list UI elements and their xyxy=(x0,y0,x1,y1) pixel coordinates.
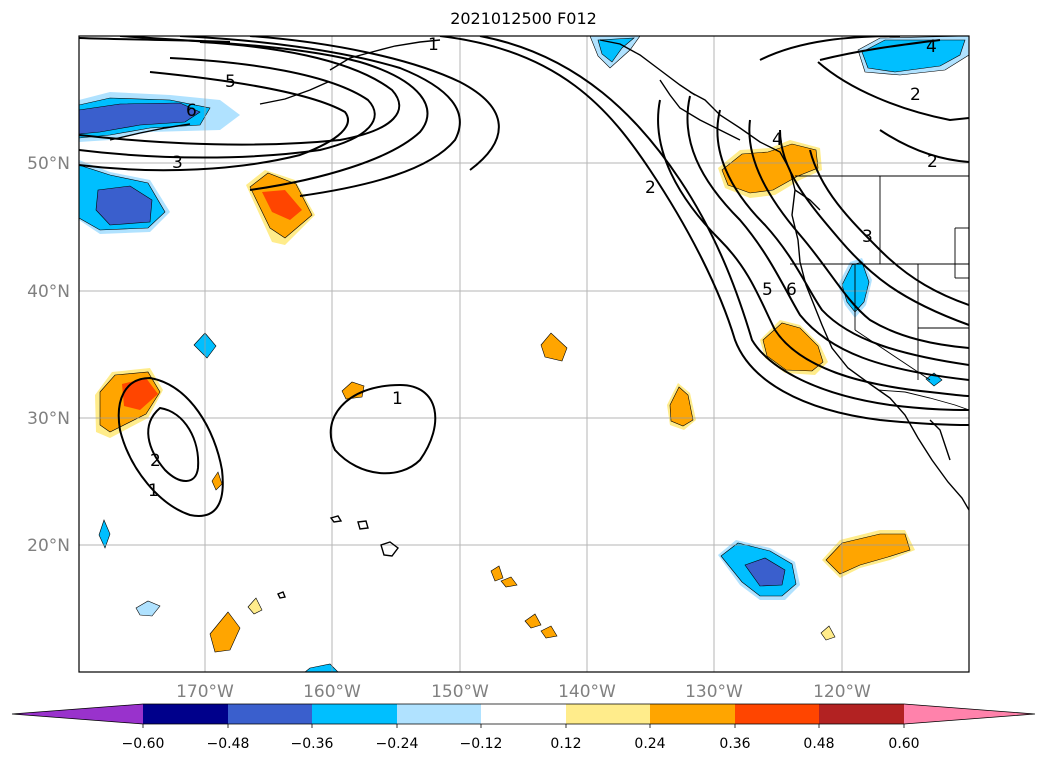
colorbar-tick-label: 0.24 xyxy=(634,736,665,752)
lat-label: 30°N xyxy=(27,409,70,429)
colorbar-segment xyxy=(566,704,650,724)
colorbar-segment xyxy=(397,704,481,724)
contour-label: 2 xyxy=(150,451,161,471)
colorbar-tick-label: 0.48 xyxy=(803,736,834,752)
positive-area xyxy=(262,190,302,220)
contour-label: 6 xyxy=(186,101,197,121)
colorbar-segment xyxy=(228,704,312,724)
positive-area xyxy=(540,625,558,639)
contour-label: 6 xyxy=(786,280,797,300)
colorbar-tick-label: 0.36 xyxy=(719,736,750,752)
lon-label: 130°W xyxy=(685,682,743,702)
positive-area xyxy=(721,143,819,194)
lon-label: 150°W xyxy=(431,682,489,702)
contour-label: 4 xyxy=(926,37,937,57)
positive-area xyxy=(540,332,568,362)
negative-area xyxy=(95,185,153,226)
contour-label: 3 xyxy=(862,227,873,247)
lon-label: 170°W xyxy=(176,682,234,702)
colorbar-tick-label: −0.24 xyxy=(376,736,419,752)
positive-area xyxy=(820,625,836,641)
contour-label: 1 xyxy=(392,389,403,409)
negative-area xyxy=(597,37,635,63)
colorbar-segment xyxy=(904,704,1035,724)
colorbar: −0.60 −0.48 −0.36 −0.24 −0.12 0.12 0.24 … xyxy=(11,703,1036,752)
shaded-fields xyxy=(79,36,969,672)
colorbar-segment xyxy=(735,704,819,724)
contour-label: 5 xyxy=(225,72,236,92)
map-area: 5 6 3 4 2 1 2 3 5 6 1 2 1 4 2 xyxy=(79,35,969,672)
negative-area xyxy=(744,557,786,587)
contour-label: 1 xyxy=(428,35,439,55)
positive-area xyxy=(209,611,241,653)
contour-label: 3 xyxy=(172,153,183,173)
longitude-labels: 170°W 160°W 150°W 140°W 130°W 120°W xyxy=(176,682,871,702)
map-title: 2021012500 F012 xyxy=(450,9,597,28)
contour-label-group: 5 6 3 4 2 1 2 3 5 6 1 2 1 4 2 xyxy=(148,35,938,501)
contour-label: 2 xyxy=(645,178,656,198)
latitude-labels: 50°N 40°N 30°N 20°N xyxy=(27,154,70,556)
contour-label: 4 xyxy=(772,130,783,150)
positive-area xyxy=(524,613,542,629)
negative-area xyxy=(135,600,161,617)
negative-area xyxy=(98,519,111,549)
lon-label: 120°W xyxy=(813,682,871,702)
colorbar-segment xyxy=(819,704,904,724)
negative-area xyxy=(861,39,966,73)
positive-area xyxy=(500,576,518,588)
colorbar-tick-label: −0.36 xyxy=(291,736,334,752)
coastlines xyxy=(109,39,969,599)
positive-area xyxy=(211,471,223,491)
positive-area xyxy=(825,533,911,575)
lon-label: 140°W xyxy=(558,682,616,702)
contour-label: 2 xyxy=(910,85,921,105)
colorbar-tick-labels: −0.60 −0.48 −0.36 −0.24 −0.12 0.12 0.24 … xyxy=(122,736,920,752)
colorbar-tick-label: −0.60 xyxy=(122,736,165,752)
colorbar-tick-label: −0.12 xyxy=(460,736,503,752)
colorbar-tick-label: 0.60 xyxy=(888,736,919,752)
negative-area xyxy=(79,102,201,135)
contour-label: 2 xyxy=(927,152,938,172)
contour-lines xyxy=(79,36,969,517)
positive-area xyxy=(247,597,263,615)
colorbar-segment xyxy=(312,704,397,724)
lat-label: 40°N xyxy=(27,282,70,302)
lon-label: 160°W xyxy=(303,682,361,702)
colorbar-ticks xyxy=(142,724,905,728)
positive-area xyxy=(669,386,694,427)
lat-label: 50°N xyxy=(27,154,70,174)
graticule xyxy=(79,36,969,672)
negative-area xyxy=(304,663,339,672)
colorbar-segment xyxy=(481,704,566,724)
colorbar-tick-label: −0.48 xyxy=(207,736,250,752)
colorbar-segment xyxy=(650,704,735,724)
lat-label: 20°N xyxy=(27,536,70,556)
colorbar-tick-label: 0.12 xyxy=(550,736,581,752)
contour-label: 1 xyxy=(148,481,159,501)
positive-area xyxy=(490,565,504,582)
positive-area xyxy=(122,378,158,410)
contour-label: 5 xyxy=(762,280,773,300)
colorbar-segment xyxy=(12,704,143,724)
map-frame xyxy=(78,35,970,673)
colorbar-segment xyxy=(143,704,228,724)
